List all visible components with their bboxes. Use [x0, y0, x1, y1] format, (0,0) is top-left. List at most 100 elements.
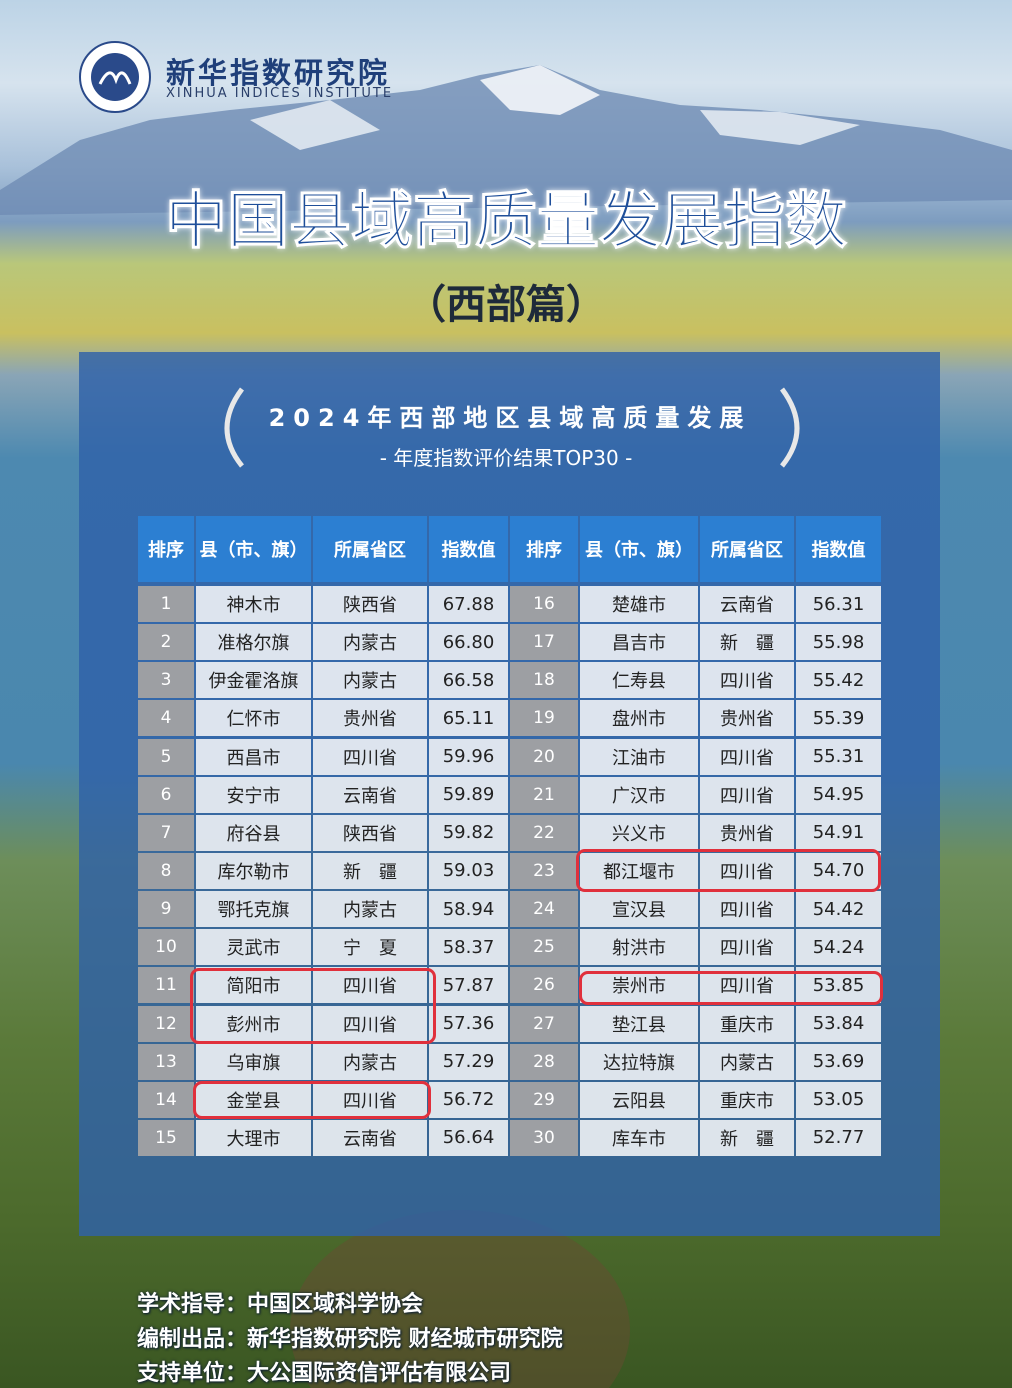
table-cell: 四川省 [700, 929, 794, 966]
table-cell: 内蒙古 [313, 891, 427, 928]
table-cell: 54.42 [796, 891, 881, 928]
column-header: 排序 [138, 516, 194, 582]
rank-cell: 5 [138, 738, 194, 775]
table-cell: 贵州省 [313, 700, 427, 737]
table-cell: 云南省 [313, 776, 427, 813]
table-cell: 四川省 [700, 891, 794, 928]
rank-cell: 11 [138, 967, 194, 1004]
table-cell: 四川省 [313, 738, 427, 775]
rank-cell: 25 [510, 929, 578, 966]
table-cell: 伊金霍洛旗 [196, 662, 311, 699]
table-cell: 54.70 [796, 852, 881, 889]
column-header: 指数值 [796, 516, 881, 582]
table-cell: 新 疆 [313, 852, 427, 889]
table-cell: 大理市 [196, 1119, 311, 1156]
table-cell: 简阳市 [196, 967, 311, 1004]
table-cell: 58.37 [429, 929, 508, 966]
column-header: 排序 [510, 516, 578, 582]
rank-cell: 9 [138, 891, 194, 928]
table-cell: 53.05 [796, 1081, 881, 1118]
table-cell: 53.69 [796, 1043, 881, 1080]
table-cell: 57.29 [429, 1043, 508, 1080]
table-cell: 67.88 [429, 586, 508, 622]
table-cell: 四川省 [700, 662, 794, 699]
table-cell: 内蒙古 [313, 662, 427, 699]
table-cell: 云南省 [313, 1119, 427, 1156]
rank-cell: 1 [138, 586, 194, 622]
table-cell: 灵武市 [196, 929, 311, 966]
rank-cell: 6 [138, 776, 194, 813]
table-cell: 66.58 [429, 662, 508, 699]
table-cell: 55.31 [796, 738, 881, 775]
table-cell: 射洪市 [580, 929, 698, 966]
rank-cell: 13 [138, 1043, 194, 1080]
table-cell: 56.31 [796, 586, 881, 622]
title: 中国县域高质量发展指数 [164, 184, 847, 258]
table-cell: 四川省 [700, 852, 794, 889]
panel-subheading: - 年度指数评价结果TOP30 - [379, 446, 633, 470]
rank-cell: 26 [510, 967, 578, 1004]
table-cell: 59.89 [429, 776, 508, 813]
table-cell: 55.42 [796, 662, 881, 699]
column-header: 所属省区 [700, 516, 794, 582]
table-cell: 陕西省 [313, 586, 427, 622]
table-cell: 四川省 [313, 1005, 427, 1042]
rank-cell: 4 [138, 700, 194, 737]
table-cell: 库车市 [580, 1119, 698, 1156]
rank-cell: 10 [138, 929, 194, 966]
footer-line: 编制出品：新华指数研究院 财经城市研究院 [137, 1326, 563, 1352]
table-cell: 新 疆 [700, 624, 794, 661]
laurels [224, 387, 800, 468]
table-cell: 库尔勒市 [196, 852, 311, 889]
table-cell: 四川省 [313, 1081, 427, 1118]
table-cell: 彭州市 [196, 1005, 311, 1042]
table-cell: 57.87 [429, 967, 508, 1004]
table-cell: 仁寿县 [580, 662, 698, 699]
table-cell: 昌吉市 [580, 624, 698, 661]
table-cell: 鄂托克旗 [196, 891, 311, 928]
table-cell: 56.64 [429, 1119, 508, 1156]
rank-cell: 2 [138, 624, 194, 661]
table-cell: 贵州省 [700, 700, 794, 737]
subtitle: （西部篇） [406, 282, 606, 328]
rank-cell: 3 [138, 662, 194, 699]
rank-cell: 24 [510, 891, 578, 928]
table-cell: 内蒙古 [313, 624, 427, 661]
table-cell: 53.84 [796, 1005, 881, 1042]
table-cell: 安宁市 [196, 776, 311, 813]
table-cell: 金堂县 [196, 1081, 311, 1118]
table-cell: 云阳县 [580, 1081, 698, 1118]
highlight [190, 968, 436, 1044]
table-cell: 贵州省 [700, 814, 794, 851]
table-cell: 都江堰市 [580, 852, 698, 889]
table-cell: 广汉市 [580, 776, 698, 813]
table-cell: 陕西省 [313, 814, 427, 851]
rank-cell: 7 [138, 814, 194, 851]
table-cell: 65.11 [429, 700, 508, 737]
table-cell: 58.94 [429, 891, 508, 928]
table-cell: 内蒙古 [313, 1043, 427, 1080]
table-cell: 内蒙古 [700, 1043, 794, 1080]
table-cell: 仁怀市 [196, 700, 311, 737]
rank-cell: 29 [510, 1081, 578, 1118]
table-cell: 垫江县 [580, 1005, 698, 1042]
rank-cell: 23 [510, 852, 578, 889]
table-cell: 54.91 [796, 814, 881, 851]
column-header: 所属省区 [313, 516, 427, 582]
table-cell: 达拉特旗 [580, 1043, 698, 1080]
table-cell: 54.24 [796, 929, 881, 966]
table-cell: 四川省 [313, 967, 427, 1004]
table-cell: 云南省 [700, 586, 794, 622]
rank-cell: 15 [138, 1119, 194, 1156]
rank-cell: 19 [510, 700, 578, 737]
table-cell: 55.39 [796, 700, 881, 737]
table-cell: 府谷县 [196, 814, 311, 851]
panel-heading: 2024年西部地区县域高质量发展 [268, 404, 752, 432]
table-cell: 宁 夏 [313, 929, 427, 966]
table-cell: 新 疆 [700, 1119, 794, 1156]
column-header: 指数值 [429, 516, 508, 582]
highlight [579, 971, 883, 1005]
footer-line: 支持单位：大公国际资信评估有限公司 [137, 1361, 512, 1386]
